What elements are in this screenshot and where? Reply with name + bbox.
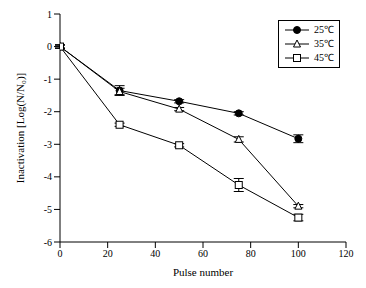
svg-text:-2: -2 — [44, 106, 52, 117]
svg-text:60: 60 — [198, 248, 208, 259]
svg-text:Pulse number: Pulse number — [173, 266, 234, 278]
svg-text:Inactivation [Log(N/N₀)]: Inactivation [Log(N/N₀)] — [14, 73, 27, 183]
svg-text:-5: -5 — [44, 204, 52, 215]
svg-text:-4: -4 — [44, 171, 52, 182]
svg-text:0: 0 — [47, 41, 52, 52]
svg-text:-6: -6 — [44, 237, 52, 248]
svg-text:100: 100 — [291, 248, 306, 259]
svg-text:120: 120 — [339, 248, 354, 259]
svg-text:1: 1 — [47, 9, 52, 20]
svg-text:20: 20 — [103, 248, 113, 259]
html-text:35℃: 35℃ — [314, 38, 334, 49]
html-text:45℃: 45℃ — [314, 52, 334, 63]
svg-text:-3: -3 — [44, 139, 52, 150]
svg-text:40: 40 — [150, 248, 160, 259]
svg-text:0: 0 — [58, 248, 63, 259]
svg-text:-1: -1 — [44, 74, 52, 85]
html-text:25℃: 25℃ — [314, 24, 334, 35]
svg-text:80: 80 — [246, 248, 256, 259]
